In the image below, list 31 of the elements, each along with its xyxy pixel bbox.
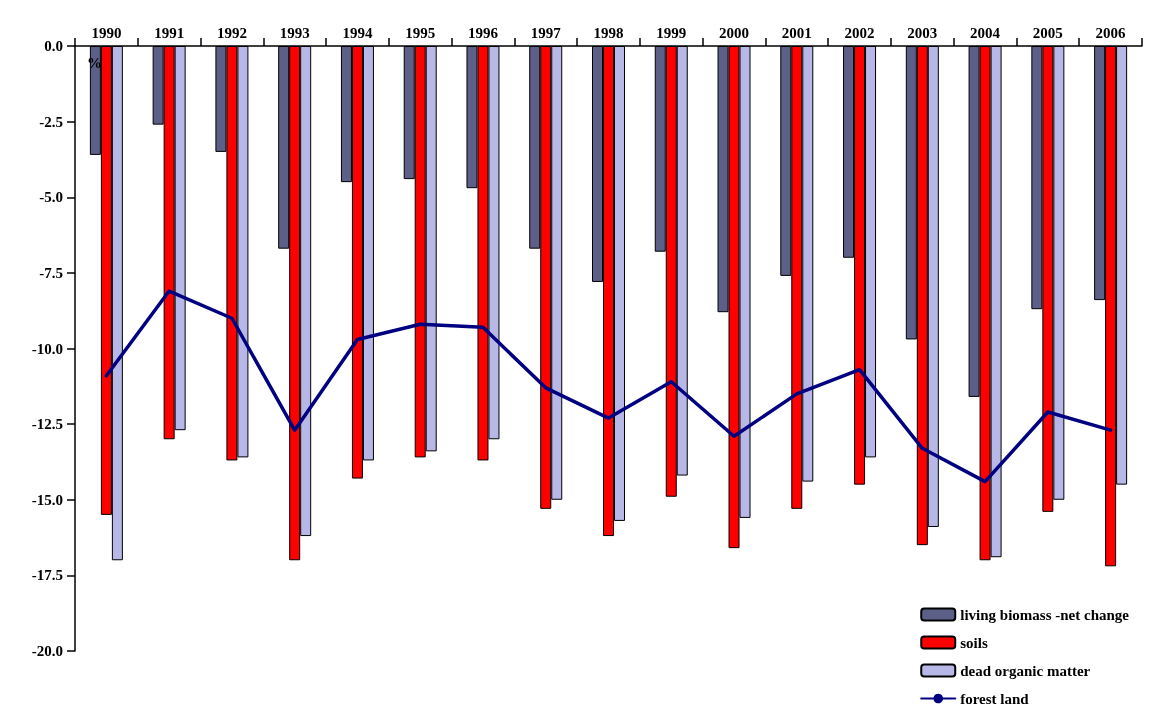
- legend-label: forest land: [960, 690, 1030, 707]
- y-tick-label: -7.5: [39, 264, 63, 281]
- legend-label: soils: [960, 634, 988, 651]
- y-tick-label: -10.0: [31, 340, 63, 357]
- x-tick-label: 2003: [907, 24, 938, 41]
- legend-label: living biomass -net change: [960, 606, 1130, 623]
- x-tick-label: 1999: [656, 24, 687, 41]
- x-tick-label: 1997: [530, 24, 562, 41]
- y-tick-label: -12.5: [31, 416, 63, 433]
- y-tick-label: -5.0: [39, 189, 63, 206]
- y-tick-label: -17.5: [31, 567, 63, 584]
- line-series: [104, 289, 1113, 484]
- y-tick-label: -20.0: [31, 643, 63, 659]
- y-tick-label: -15.0: [31, 491, 63, 508]
- x-tick-label: 1990: [91, 24, 122, 41]
- x-tick-label: 2006: [1095, 24, 1127, 41]
- y-tick-label: 0.0: [44, 38, 63, 54]
- x-tick-label: 2001: [781, 24, 812, 41]
- x-tick-label: 2004: [970, 24, 1001, 41]
- x-tick-label: 1995: [405, 24, 436, 41]
- x-tick-label: 1998: [593, 24, 624, 41]
- x-tick-label: 1991: [154, 24, 185, 41]
- legend-label: dead organic matter: [960, 662, 1091, 679]
- x-tick-label: 1993: [279, 24, 310, 41]
- x-tick-label: 1994: [342, 24, 373, 41]
- x-tick-label: 2000: [719, 24, 750, 41]
- y-tick-label: -2.5: [39, 113, 63, 130]
- x-tick-label: 1992: [216, 24, 247, 41]
- x-tick-label: 2005: [1032, 24, 1063, 41]
- x-tick-label: 1996: [467, 24, 499, 41]
- x-tick-label: 2002: [844, 24, 875, 41]
